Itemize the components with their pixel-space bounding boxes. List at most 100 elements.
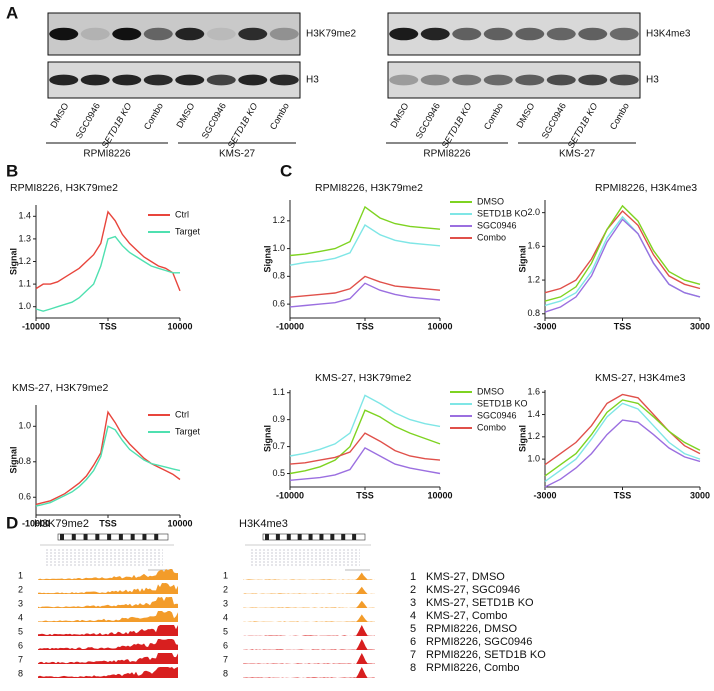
y-tick-label: 1.2 <box>18 256 31 266</box>
legend-text: RPMI8226, Combo <box>426 662 520 674</box>
legend-label: Ctrl <box>175 409 189 419</box>
blot-band <box>175 27 205 41</box>
blot-band <box>452 27 482 41</box>
blot-band <box>452 74 482 86</box>
blot-band <box>420 27 450 41</box>
blot-band <box>175 74 205 86</box>
legend-text: RPMI8226, SGC0946 <box>426 636 532 648</box>
track-number: 7 <box>18 654 23 664</box>
y-tick-label: 1.0 <box>18 301 31 311</box>
x-tick-label: TSS <box>356 321 374 331</box>
legend-label: SETD1B KO <box>477 208 528 218</box>
signal-track <box>243 667 375 678</box>
ideogram-band <box>275 534 280 540</box>
series-line <box>289 282 441 308</box>
ideogram-band <box>286 534 291 540</box>
y-tick-label: 0.8 <box>18 456 31 466</box>
y-tick-label: 1.6 <box>527 387 540 397</box>
chart-title: RPMI8226, H3K4me3 <box>595 182 697 194</box>
track-number: 5 <box>223 626 228 636</box>
legend-text: KMS-27, DMSO <box>426 571 505 583</box>
y-tick-label: 0.9 <box>272 414 285 424</box>
chart-title: KMS-27, H3K79me2 <box>12 382 108 394</box>
lane-label: Combo <box>482 101 505 131</box>
blot-band <box>143 74 173 86</box>
legend-text: KMS-27, Combo <box>426 610 507 622</box>
y-tick-label: 1.1 <box>272 387 285 397</box>
blot-band <box>112 74 142 86</box>
x-tick-label: TSS <box>356 490 374 500</box>
series-line <box>289 446 441 481</box>
x-tick-label: -10000 <box>22 518 50 528</box>
blot-band <box>238 74 268 86</box>
legend-label: Combo <box>477 422 506 432</box>
y-tick-label: 1.1 <box>18 278 31 288</box>
lane-label: DMSO <box>48 101 70 129</box>
blot-label: H3K79me2 <box>306 29 356 40</box>
track-number: 8 <box>223 668 228 678</box>
y-axis-label: Signal <box>8 446 18 473</box>
blot-band <box>515 74 545 86</box>
series-line <box>35 210 181 292</box>
x-tick-label: TSS <box>99 518 117 528</box>
group-label: RPMI8226 <box>423 149 471 160</box>
x-tick-label: 10000 <box>427 490 452 500</box>
legend-number: 5 <box>410 623 416 635</box>
series-line <box>544 402 701 482</box>
blot-band <box>49 74 79 86</box>
signal-track <box>38 625 178 636</box>
chart-title: RPMI8226, H3K79me2 <box>315 182 423 194</box>
panel-label: C <box>280 161 292 180</box>
legend-number: 6 <box>410 636 416 648</box>
blot-band <box>269 27 299 41</box>
y-tick-label: 1.0 <box>272 243 285 253</box>
group-label: RPMI8226 <box>83 149 131 160</box>
blot-band <box>80 27 110 41</box>
series-line <box>544 204 701 302</box>
y-tick-label: 0.6 <box>18 492 31 502</box>
series-line <box>544 218 701 313</box>
series-line <box>35 235 180 312</box>
lane-label: Combo <box>268 101 291 131</box>
track-title: H3K4me3 <box>239 518 288 530</box>
x-tick-label: TSS <box>614 321 632 331</box>
track-number: 4 <box>223 612 228 622</box>
blot-label: H3 <box>306 75 319 86</box>
legend-label: DMSO <box>477 386 504 396</box>
y-tick-label: 1.4 <box>527 409 540 419</box>
series-line <box>289 409 441 475</box>
signal-track <box>38 653 178 664</box>
signal-track <box>38 611 178 622</box>
ideogram-band <box>297 534 302 540</box>
track-number: 7 <box>223 654 228 664</box>
lane-label: SGC0946 <box>74 101 102 140</box>
blot-band <box>609 27 639 41</box>
lane-label: Combo <box>608 101 631 131</box>
y-tick-label: 0.5 <box>272 468 285 478</box>
lane-label: SGC0946 <box>414 101 442 140</box>
track-number: 3 <box>223 598 228 608</box>
blot-band <box>578 74 608 86</box>
series-line <box>289 432 441 465</box>
blot-band <box>49 27 79 41</box>
blot-band <box>483 27 513 41</box>
blot-band <box>515 27 545 41</box>
x-tick-label: 10000 <box>427 321 452 331</box>
ideogram-band <box>265 534 269 540</box>
track-number: 1 <box>223 570 228 580</box>
x-tick-label: -3000 <box>533 321 556 331</box>
x-tick-label: -3000 <box>533 490 556 500</box>
y-tick-label: 1.2 <box>527 431 540 441</box>
panel-label: A <box>6 3 18 22</box>
y-axis-label: Signal <box>262 245 272 272</box>
legend-number: 2 <box>410 584 416 596</box>
track-number: 3 <box>18 598 23 608</box>
ideogram-band <box>95 534 100 540</box>
ideogram-band <box>341 534 346 540</box>
track-title: H3K79me2 <box>34 518 89 530</box>
x-tick-label: TSS <box>614 490 632 500</box>
y-tick-label: 0.8 <box>527 308 540 318</box>
y-tick-label: 1.6 <box>527 241 540 251</box>
ideogram <box>57 533 169 541</box>
blot-band <box>269 74 299 86</box>
